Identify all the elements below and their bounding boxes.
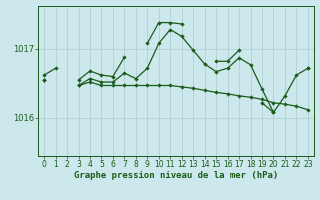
X-axis label: Graphe pression niveau de la mer (hPa): Graphe pression niveau de la mer (hPa): [74, 171, 278, 180]
